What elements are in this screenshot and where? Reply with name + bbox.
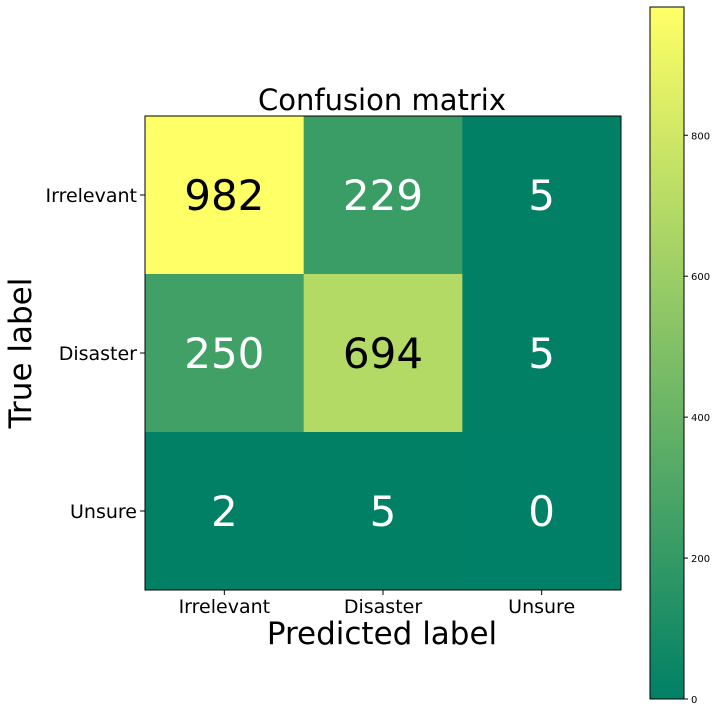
colorbar-tick-label: 800 (691, 131, 710, 142)
cell-value-label: 229 (343, 171, 423, 220)
cell-value-label: 0 (528, 487, 555, 536)
cell-value-label: 694 (343, 329, 423, 378)
heatmap-cell-1-2 (462, 274, 622, 433)
colorbar: 0 200 400 600 800 (649, 6, 710, 706)
x-axis-ticks: Irrelevant Disaster Unsure (179, 590, 575, 618)
cell-value-label: 250 (184, 329, 264, 378)
heatmap-cell-0-0 (145, 116, 305, 275)
y-axis-label: True label (3, 278, 39, 430)
heatmap-cells (145, 116, 622, 591)
cell-value-label: 5 (528, 329, 555, 378)
x-tick-label: Unsure (508, 596, 575, 618)
colorbar-tick-label: 200 (691, 554, 710, 565)
y-tick-label: Unsure (70, 501, 137, 523)
cell-value-label: 5 (370, 487, 397, 536)
x-axis-label: Predicted label (267, 616, 497, 652)
y-tick-label: Disaster (59, 343, 137, 365)
colorbar-tick-label: 600 (691, 272, 710, 283)
heatmap-cell-1-0 (145, 274, 305, 433)
colorbar-gradient (649, 6, 685, 700)
y-tick-label: Irrelevant (45, 185, 137, 207)
heatmap-cell-1-1 (303, 274, 463, 433)
cell-value-label: 982 (184, 171, 264, 220)
heatmap-cell-2-0 (145, 432, 305, 591)
colorbar-tick-label: 0 (691, 695, 697, 706)
x-tick-label: Irrelevant (179, 596, 271, 618)
heatmap-cell-2-1 (303, 432, 463, 591)
colorbar-tick-label: 400 (691, 413, 710, 424)
chart-title: Confusion matrix (258, 83, 506, 117)
colorbar-ticks: 0 200 400 600 800 (684, 131, 710, 706)
heatmap-cell-2-2 (462, 432, 622, 591)
x-tick-label: Disaster (344, 596, 422, 618)
y-axis-ticks: Irrelevant Disaster Unsure (45, 185, 145, 523)
cell-value-label: 2 (211, 487, 238, 536)
heatmap-cell-0-2 (462, 116, 622, 275)
heatmap-cell-0-1 (303, 116, 463, 275)
cell-value-label: 5 (528, 171, 555, 220)
